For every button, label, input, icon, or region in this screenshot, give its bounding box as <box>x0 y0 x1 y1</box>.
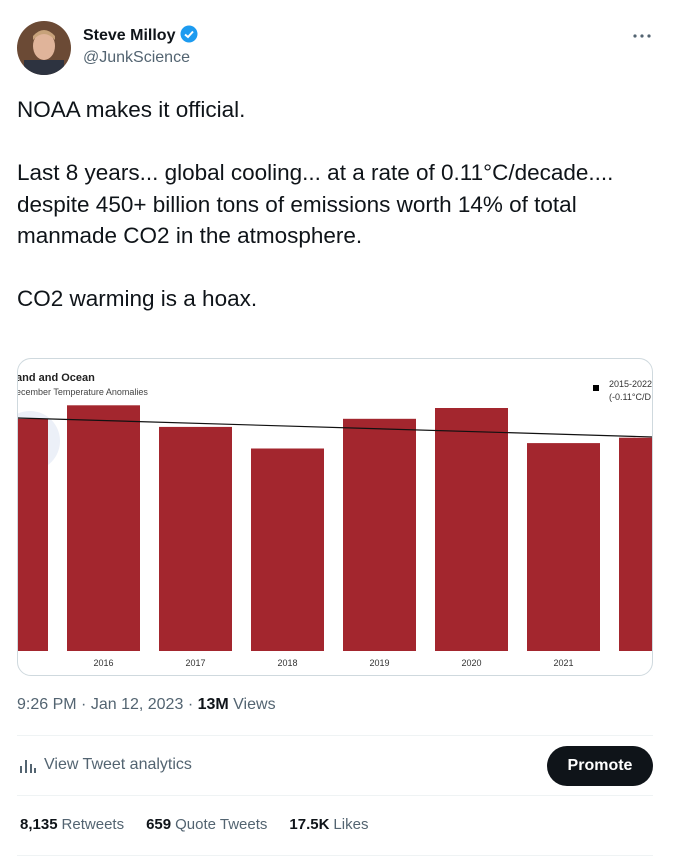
legend-swatch <box>593 385 599 391</box>
x-tick-label: 2017 <box>185 658 205 668</box>
legend-label: (-0.11°C/D <box>609 392 651 402</box>
bar <box>619 437 652 651</box>
verified-badge <box>180 25 198 43</box>
avatar[interactable] <box>16 20 72 76</box>
bar <box>435 408 508 651</box>
bar <box>18 418 48 651</box>
views-count: 13M <box>197 696 229 713</box>
separator: · <box>187 696 194 713</box>
trend-line <box>18 417 652 438</box>
analytics-link[interactable]: View Tweet analytics <box>44 756 192 773</box>
author-handle[interactable]: @JunkScience <box>83 49 190 66</box>
promote-button[interactable]: Promote <box>547 746 653 786</box>
stat-count: 17.5K <box>289 816 330 833</box>
tweet-stats: 8,135 Retweets 659 Quote Tweets 17.5K Likes <box>20 816 368 833</box>
time[interactable]: 9:26 PM <box>17 696 77 713</box>
bar <box>251 448 324 651</box>
stat[interactable]: 659 Quote Tweets <box>146 816 267 833</box>
bar <box>159 426 232 651</box>
stat-count: 8,135 <box>20 816 58 833</box>
stat[interactable]: 17.5K Likes <box>289 816 368 833</box>
media-card[interactable]: and and Ocean ecember Temperature Anomal… <box>17 358 653 676</box>
chart-title: and and Ocean <box>18 372 95 384</box>
stat[interactable]: 8,135 Retweets <box>20 816 124 833</box>
stat-count: 659 <box>146 816 172 833</box>
author-name-text: Steve Milloy <box>83 27 176 44</box>
author-name[interactable]: Steve Milloy <box>83 25 198 45</box>
stat-label: Quote Tweets <box>175 816 268 833</box>
divider <box>17 735 653 736</box>
legend-label: 2015-2022 <box>609 379 652 389</box>
paragraph: Last 8 years... global cooling... at a r… <box>17 160 614 248</box>
views-label: Views <box>233 696 276 713</box>
tweet-meta: 9:26 PM · Jan 12, 2023 · 13M Views <box>17 696 276 714</box>
x-tick-label: 2016 <box>93 658 113 668</box>
chart: and and Ocean ecember Temperature Anomal… <box>18 372 653 668</box>
x-tick-label: 2019 <box>369 658 389 668</box>
divider <box>17 795 653 796</box>
stat-label: Retweets <box>61 816 125 833</box>
divider <box>17 855 653 856</box>
x-tick-label: 2021 <box>553 658 573 668</box>
date[interactable]: Jan 12, 2023 <box>90 696 184 713</box>
stat-label: Likes <box>333 816 369 833</box>
bar <box>67 405 140 651</box>
bar <box>527 443 600 651</box>
x-tick-label: 2( <box>651 658 653 668</box>
x-tick-label: 2020 <box>461 658 481 668</box>
separator: · <box>81 696 87 713</box>
chart-subtitle: ecember Temperature Anomalies <box>18 387 148 397</box>
more-button[interactable] <box>632 33 652 39</box>
x-tick-label: 2018 <box>277 658 297 668</box>
analytics-icon <box>20 760 36 773</box>
tweet-text: NOAA makes it official. Last 8 years... … <box>17 94 617 346</box>
paragraph: NOAA makes it official. <box>17 97 246 122</box>
paragraph: CO2 warming is a hoax. <box>17 286 258 311</box>
bar <box>343 418 416 651</box>
